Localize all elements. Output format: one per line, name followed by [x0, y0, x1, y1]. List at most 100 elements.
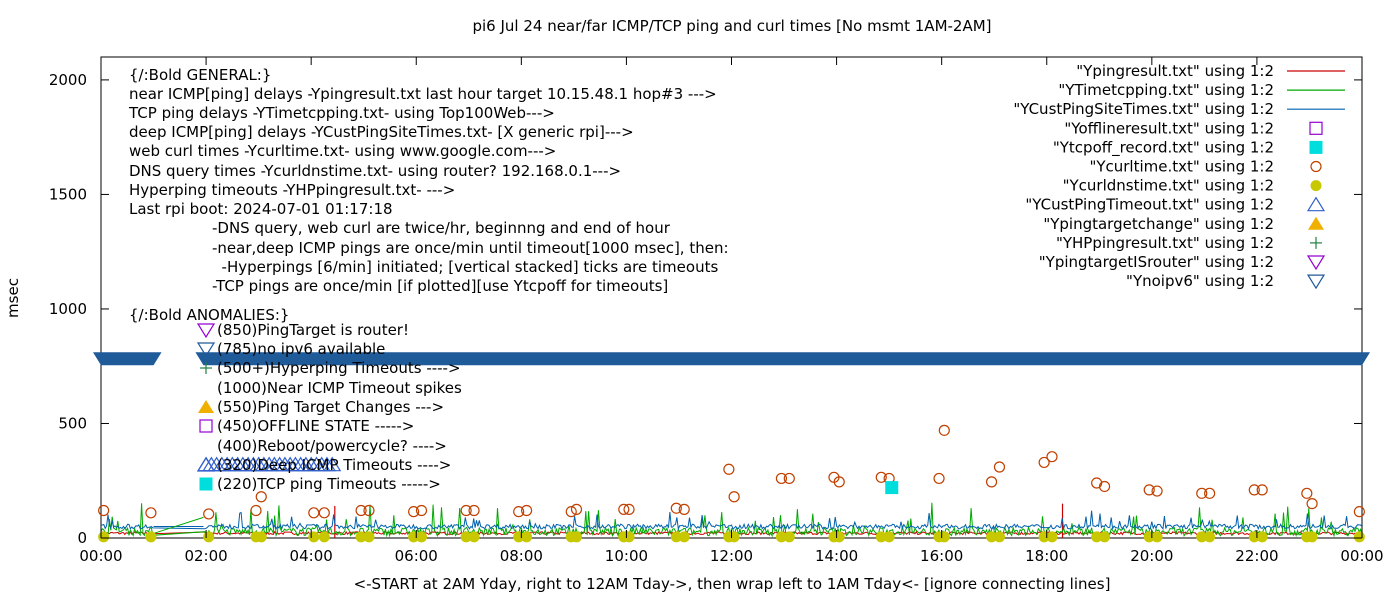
point-filled-circle [416, 531, 428, 543]
point-filled-circle [993, 531, 1005, 543]
legend-label: "Ynoipv6" using 1:2 [1126, 272, 1274, 290]
chart-title: pi6 Jul 24 near/far ICMP/TCP ping and cu… [472, 17, 991, 35]
x-tick-label: 06:00 [395, 547, 438, 565]
legend-marker-open-triangle [1306, 196, 1326, 212]
point-open-circle [468, 504, 480, 517]
x-tick-label: 20:00 [1130, 547, 1173, 565]
point-open-circle [728, 491, 740, 503]
legend-marker-plus [1310, 236, 1322, 249]
point-filled-circle [678, 531, 690, 543]
legend-marker-open-circle [1310, 160, 1322, 173]
x-tick-label: 12:00 [710, 547, 753, 565]
y-tick-label: 0 [77, 529, 87, 547]
point-open-circle [833, 476, 845, 488]
x-axis-label: <-START at 2AM Yday, right to 12AM Tday-… [354, 575, 1111, 593]
point-filled-circle [1353, 531, 1365, 543]
point-filled-circle [623, 531, 635, 543]
point-filled-circle [460, 531, 472, 543]
point-filled-circle [468, 531, 480, 543]
legend-label: "YCustPingTimeout.txt" using 1:2 [1025, 196, 1274, 214]
legend-label: "Yofflineresult.txt" using 1:2 [1064, 119, 1274, 137]
point-open-circle [203, 508, 215, 520]
point-filled-circle [308, 531, 320, 543]
point-open-circle [1204, 487, 1216, 499]
anomaly-marker-plus [200, 362, 212, 374]
point-filled-circle [145, 531, 157, 543]
annotation-line: near ICMP[ping] delays -Ypingresult.txt … [129, 85, 717, 103]
x-tick-label: 02:00 [184, 547, 227, 565]
point-filled-circle [363, 531, 375, 543]
legend-label: "YHPpingresult.txt" using 1:2 [1056, 234, 1274, 252]
point-open-circle [1248, 484, 1260, 496]
point-filled-circle [1091, 531, 1103, 543]
point-open-circle [993, 461, 1006, 473]
series-line-cust [101, 510, 1363, 531]
point-filled-circle [833, 531, 845, 543]
point-open-circle [318, 507, 330, 519]
point-open-triangle [323, 456, 342, 472]
noipv6-band-segment [195, 352, 1370, 366]
point-open-circle [570, 503, 583, 515]
point-filled-circle [875, 531, 887, 543]
annotation-line: Last rpi boot: 2024-07-01 01:17:18 [129, 200, 393, 218]
annotation-line: Hyperping timeouts -YHPpingresult.txt- -… [129, 181, 455, 199]
legend-marker-open-down-triangle [1306, 274, 1326, 290]
legend-label: "Ypingresult.txt" using 1:2 [1076, 62, 1274, 80]
x-tick-label: 18:00 [1025, 547, 1068, 565]
anomaly-label: (450)OFFLINE STATE -----> [217, 417, 414, 435]
legend-label: "YTimetcpping.txt" using 1:2 [1058, 81, 1274, 99]
point-open-circle [1306, 498, 1318, 510]
point-open-circle [145, 507, 157, 519]
point-open-circle [1046, 451, 1058, 463]
x-tick-label: 00:00 [1340, 547, 1383, 565]
anomaly-label: (220)TCP ping Timeouts -----> [217, 475, 441, 493]
point-filled-circle [883, 531, 895, 543]
anomaly-label: (785)no ipv6 available [217, 340, 385, 358]
point-filled-circle [670, 531, 682, 543]
point-filled-circle [938, 531, 950, 543]
point-open-circle [415, 504, 428, 517]
y-tick-label: 1500 [49, 185, 87, 203]
point-open-circle [1196, 487, 1208, 499]
point-open-circle [933, 472, 945, 485]
point-filled-circle [1099, 531, 1111, 543]
anomaly-label: (500+)Hyperping Timeouts ----> [217, 359, 461, 377]
point-filled-circle [521, 531, 533, 543]
legend-label: "YpingtargetISrouter" using 1:2 [1039, 253, 1274, 271]
marker-layer [98, 424, 1365, 543]
legend-label: "Ycurldnstime.txt" using 1:2 [1063, 177, 1274, 195]
point-filled-circle [775, 531, 787, 543]
point-filled-circle [1256, 531, 1268, 543]
point-open-circle [618, 503, 630, 515]
legend-label: "YCustPingSiteTimes.txt" using 1:2 [1013, 100, 1274, 118]
point-filled-circle [255, 531, 267, 543]
point-filled-circle [1306, 531, 1318, 543]
legend-label: "Ytcpoff_record.txt" using 1:2 [1053, 138, 1274, 157]
x-tick-label: 04:00 [290, 547, 333, 565]
anomaly-marker-open-down-triangle [196, 323, 216, 339]
point-open-circle [1151, 485, 1163, 497]
legend: "Ypingresult.txt" using 1:2"YTimetcpping… [1013, 62, 1345, 290]
legend-marker-filled-triangle [1308, 216, 1324, 230]
legend-marker-filled-circle [1310, 180, 1322, 192]
annotation-line: web curl times -Ycurltime.txt- using www… [129, 142, 556, 160]
point-open-circle [1353, 506, 1365, 518]
point-open-circle [363, 504, 375, 517]
point-filled-circle [1151, 531, 1163, 543]
note-line: -near,deep ICMP pings are once/min until… [212, 239, 729, 257]
x-tick-label: 14:00 [815, 547, 858, 565]
point-open-circle [520, 504, 533, 517]
axis-layer: 0 500 1000 1500 2000 00:00 02:00 04:00 06:00 08:0… [49, 57, 1384, 565]
point-open-circle [875, 471, 887, 483]
point-open-circle [308, 507, 320, 519]
point-filled-circle [986, 531, 998, 543]
point-open-circle [408, 506, 420, 518]
legend-label: "Ycurltime.txt" using 1:2 [1089, 158, 1274, 176]
legend-label: "Ypingtargetchange" using 1:2 [1043, 215, 1274, 233]
point-open-circle [565, 506, 577, 518]
anomaly-marker-filled-triangle [198, 400, 214, 413]
point-open-circle [1143, 484, 1155, 496]
point-open-circle [255, 491, 267, 503]
x-tick-label: 08:00 [500, 547, 543, 565]
y-axis-label: msec [4, 278, 22, 318]
